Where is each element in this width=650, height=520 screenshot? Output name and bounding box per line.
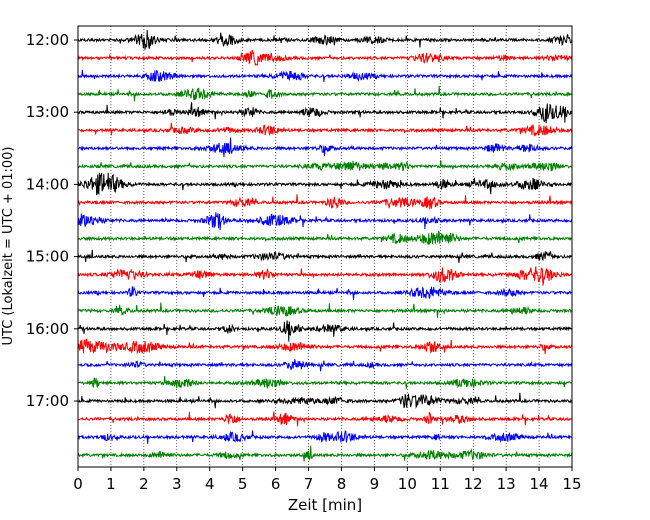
x-tick-label: 2 [139,475,149,493]
seismic-trace [77,376,573,389]
x-tick-label: 5 [238,475,248,493]
x-tick-label: 13 [497,475,516,493]
seismic-trace [77,411,573,427]
x-tick-label: 15 [562,475,581,493]
seismic-trace [77,194,573,209]
x-tick-label: 10 [398,475,417,493]
seismic-trace [77,249,573,263]
y-ticks: 12:00 13:00 14:00 15:00 16:00 17:00 [26,31,78,410]
plot-frame [77,25,573,468]
y-tick-label: 16:00 [26,320,69,338]
seismic-trace [77,160,573,172]
seismic-trace [77,285,573,300]
seismic-trace [77,172,573,196]
seismic-trace [77,69,573,83]
seismic-trace [77,85,573,102]
seismic-trace [77,137,573,158]
x-ticks: 0 1 2 3 4 5 6 7 8 9 10 11 12 13 14 15 [73,467,582,493]
seismic-trace [77,212,573,231]
seismic-trace [77,338,573,355]
y-axis-title: UTC (Lokalzeit = UTC + 01:00) [1,147,16,346]
x-axis-title: Zeit [min] [288,496,362,514]
x-tick-label: 12 [464,475,483,493]
seismic-trace [77,230,573,245]
seismic-trace [77,430,573,444]
seismic-trace [77,122,573,137]
x-tick-label: 0 [73,475,83,493]
x-tick-label: 6 [271,475,281,493]
traces [77,30,573,462]
seismic-trace [77,359,573,372]
x-tick-label: 1 [106,475,116,493]
x-tick-label: 9 [370,475,380,493]
plot-area [78,26,572,467]
x-tick-label: 7 [304,475,314,493]
x-tick-label: 3 [172,475,182,493]
y-tick-label: 13:00 [26,103,69,121]
y-tick-label: 15:00 [26,248,69,266]
seismic-trace [77,392,573,410]
y-tick-label: 12:00 [26,31,69,49]
x-tick-label: 14 [530,475,549,493]
y-tick-label: 14:00 [26,175,69,193]
x-tick-label: 11 [431,475,450,493]
seismic-trace [77,49,573,66]
seismic-trace [77,102,573,124]
seismic-trace [77,302,573,318]
seismic-trace [77,320,573,342]
x-tick-label: 4 [205,475,215,493]
seismic-trace [77,266,573,286]
seismic-trace [77,445,573,462]
seismic-trace [77,30,573,50]
y-tick-label: 17:00 [26,392,69,410]
x-tick-label: 8 [337,475,347,493]
